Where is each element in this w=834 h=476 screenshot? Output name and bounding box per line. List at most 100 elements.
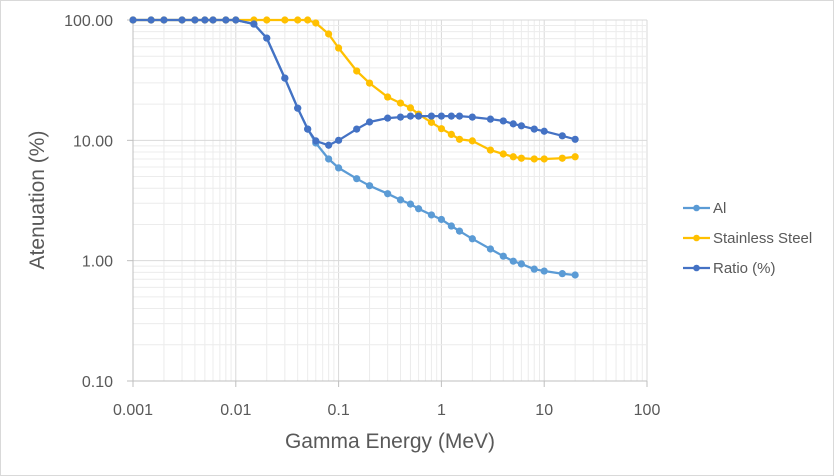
data-point-al xyxy=(335,164,343,172)
series-line-al xyxy=(133,18,576,277)
data-point-al xyxy=(414,205,423,213)
y-tick-label: 0.10 xyxy=(82,374,113,391)
y-axis-title: Atenuation (%) xyxy=(26,131,49,270)
legend-label: Al xyxy=(713,200,726,217)
data-point-ratio xyxy=(437,112,445,120)
y-tick-labels: 0.10 1.00 10.00 100.00 xyxy=(64,13,113,391)
data-point-al xyxy=(427,211,436,219)
series-ratio xyxy=(129,16,579,149)
data-point-ratio xyxy=(263,34,271,42)
data-point-al xyxy=(455,227,464,235)
data-point-stainless-steel xyxy=(312,19,320,27)
data-point-ratio xyxy=(191,16,199,24)
x-tick-label: 100 xyxy=(634,402,661,419)
data-point-stainless-steel xyxy=(540,155,548,163)
x-tick-labels: 0.001 0.01 0.1 1 10 100 xyxy=(113,402,660,419)
data-point-al xyxy=(499,252,507,260)
y-tick-label: 100.00 xyxy=(64,13,113,30)
legend: Al Stainless Steel Ratio (%) xyxy=(683,200,812,277)
x-tick-label: 10 xyxy=(535,402,553,419)
data-point-ratio xyxy=(530,125,538,133)
data-point-stainless-steel xyxy=(427,118,436,126)
gridlines xyxy=(132,19,648,382)
data-point-stainless-steel xyxy=(281,16,289,24)
data-point-al xyxy=(437,215,445,224)
data-point-ratio xyxy=(414,112,423,120)
data-point-ratio xyxy=(209,16,217,24)
data-point-stainless-steel xyxy=(365,79,374,87)
data-point-ratio xyxy=(201,16,209,24)
data-point-ratio xyxy=(365,118,374,126)
data-point-stainless-steel xyxy=(396,99,405,107)
data-point-ratio xyxy=(312,137,320,145)
data-point-al xyxy=(486,245,495,253)
data-point-al xyxy=(530,265,538,273)
data-point-ratio xyxy=(281,74,289,82)
data-point-al xyxy=(406,200,415,208)
legend-item-stainless-steel: Stainless Steel xyxy=(683,230,812,247)
data-point-ratio xyxy=(509,120,517,128)
data-point-ratio xyxy=(325,141,333,149)
axes xyxy=(127,19,648,387)
legend-swatch-marker xyxy=(693,234,700,242)
data-point-stainless-steel xyxy=(294,16,302,24)
data-point-ratio xyxy=(160,16,168,24)
x-tick-label: 0.01 xyxy=(220,402,251,419)
data-point-al xyxy=(517,260,525,268)
data-point-stainless-steel xyxy=(455,135,464,143)
data-point-ratio xyxy=(571,135,579,143)
data-point-ratio xyxy=(335,136,343,144)
data-point-ratio xyxy=(558,132,566,140)
data-point-stainless-steel xyxy=(353,67,361,75)
data-point-ratio xyxy=(486,115,495,123)
data-point-ratio xyxy=(406,112,415,120)
data-point-stainless-steel xyxy=(384,93,392,101)
data-point-al xyxy=(468,235,476,243)
data-point-al xyxy=(558,270,566,278)
data-point-ratio xyxy=(147,16,155,24)
data-point-al xyxy=(365,182,374,190)
data-point-ratio xyxy=(455,112,464,120)
data-point-stainless-steel xyxy=(447,130,455,139)
data-point-ratio xyxy=(517,122,525,130)
data-point-stainless-steel xyxy=(558,154,566,162)
data-point-ratio xyxy=(396,113,405,121)
series-group xyxy=(129,16,579,279)
x-tick-label: 0.001 xyxy=(113,402,153,419)
data-point-stainless-steel xyxy=(263,16,271,24)
x-tick-label: 0.1 xyxy=(327,402,349,419)
data-point-stainless-steel xyxy=(571,153,579,161)
data-point-al xyxy=(509,257,517,265)
data-point-al xyxy=(540,267,548,275)
legend-item-ratio: Ratio (%) xyxy=(683,260,776,277)
legend-label: Ratio (%) xyxy=(713,260,776,277)
legend-label: Stainless Steel xyxy=(713,230,812,247)
data-point-al xyxy=(325,155,333,163)
data-point-stainless-steel xyxy=(304,16,312,24)
data-point-al xyxy=(571,271,579,279)
data-point-ratio xyxy=(353,125,361,133)
x-axis-title: Gamma Energy (MeV) xyxy=(285,430,495,453)
data-point-ratio xyxy=(222,16,230,24)
y-tick-label: 1.00 xyxy=(82,254,113,271)
data-point-stainless-steel xyxy=(530,155,538,163)
data-point-stainless-steel xyxy=(486,146,495,154)
data-point-al xyxy=(396,196,405,204)
data-point-ratio xyxy=(468,113,476,121)
data-point-stainless-steel xyxy=(509,153,517,161)
data-point-ratio xyxy=(294,104,302,112)
legend-item-al: Al xyxy=(683,200,726,217)
data-point-ratio xyxy=(250,20,258,28)
data-point-stainless-steel xyxy=(325,30,333,38)
data-point-al xyxy=(384,190,392,198)
y-tick-label: 10.00 xyxy=(73,133,113,150)
data-point-ratio xyxy=(447,112,455,120)
data-point-stainless-steel xyxy=(468,137,476,145)
data-point-ratio xyxy=(427,112,436,120)
data-point-stainless-steel xyxy=(406,104,415,112)
legend-swatch-marker xyxy=(693,264,700,272)
legend-swatch-marker xyxy=(693,204,700,212)
data-point-ratio xyxy=(232,16,240,24)
data-point-stainless-steel xyxy=(499,150,507,158)
